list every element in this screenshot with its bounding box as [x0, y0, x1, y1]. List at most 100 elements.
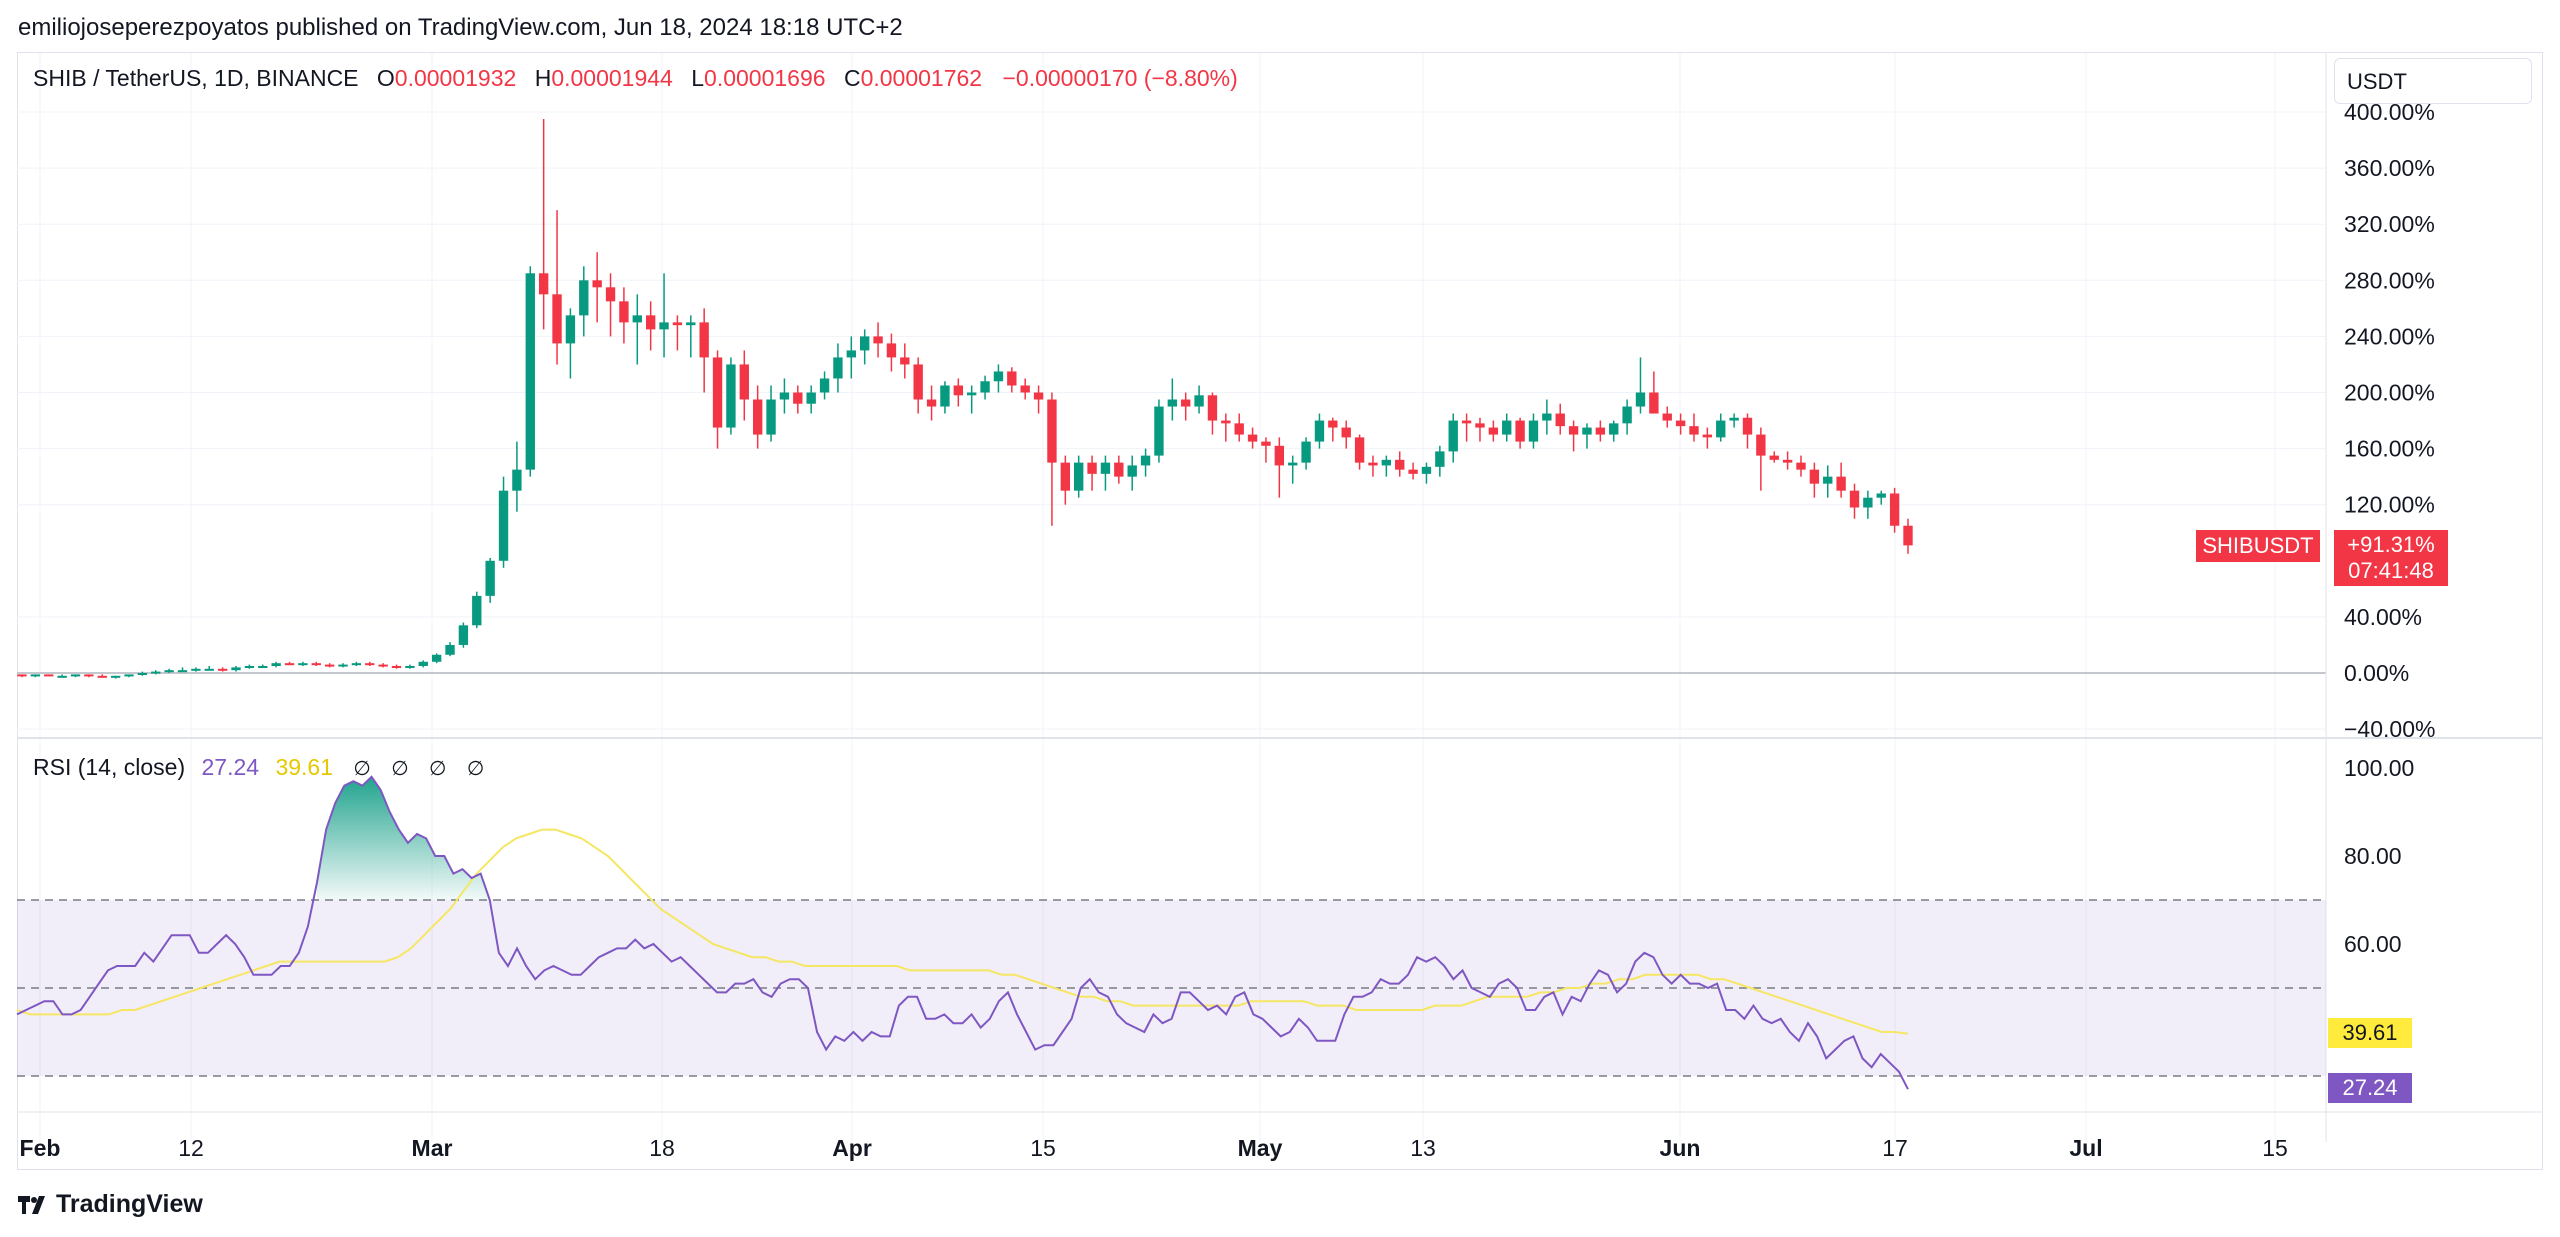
candle-body	[177, 670, 188, 673]
symbol-label[interactable]: SHIB / TetherUS, 1D, BINANCE	[33, 65, 359, 91]
high-value: 0.00001944	[551, 65, 673, 91]
candle-body	[164, 670, 174, 673]
candle-body	[1782, 459, 1793, 463]
candle-body	[1461, 420, 1472, 424]
candle-body	[1127, 465, 1137, 477]
candle-body	[645, 315, 656, 330]
candle-body	[833, 357, 843, 379]
candle-body	[592, 280, 602, 288]
candle-body	[1836, 476, 1846, 491]
y-tick-label: 280.00%	[2344, 267, 2435, 293]
candle-body	[405, 665, 415, 668]
y-axis: 400.00%360.00%320.00%280.00%240.00%200.0…	[2344, 99, 2435, 957]
rsi-ma-line	[16, 828, 1909, 1035]
candle-body	[1074, 462, 1084, 491]
x-tick-label: Feb	[20, 1135, 61, 1161]
candle-body	[1261, 441, 1271, 446]
x-tick-label: Mar	[412, 1135, 453, 1161]
candle-body	[1756, 434, 1766, 456]
y-tick-label: 40.00%	[2344, 604, 2422, 630]
grid	[17, 53, 2543, 1142]
candle-body	[940, 385, 950, 407]
candle-body	[1662, 413, 1672, 421]
candle-body	[659, 322, 669, 330]
candle-body	[191, 668, 201, 671]
candle-body	[1087, 462, 1097, 474]
candle-body	[686, 322, 696, 326]
candle-body	[926, 399, 937, 407]
candle-body	[1555, 413, 1565, 427]
candle-body	[900, 357, 910, 365]
x-axis: Feb 12 Mar 18 Apr 15 May 13 Jun 17 Jul 15	[20, 1135, 2288, 1161]
candle-body	[110, 675, 121, 678]
candle-body	[324, 664, 335, 667]
symbol-price-tag: SHIBUSDT	[2196, 530, 2320, 562]
y-tick-label: 200.00%	[2344, 380, 2435, 406]
candle-body	[1542, 413, 1552, 421]
y-tick-label: 320.00%	[2344, 211, 2435, 237]
candle-body	[137, 673, 148, 675]
empty-value-icon: ∅	[429, 758, 447, 780]
y-tick-label: 160.00%	[2344, 436, 2435, 462]
x-tick-label: 17	[1882, 1135, 1908, 1161]
candle-body	[873, 336, 883, 344]
x-tick-label: 15	[2262, 1135, 2288, 1161]
candle-body	[1502, 420, 1512, 435]
candle-body	[552, 294, 562, 344]
candle-body	[1181, 399, 1191, 407]
candle-body	[485, 560, 495, 596]
empty-value-icon: ∅	[466, 758, 485, 780]
candle-body	[1274, 445, 1285, 466]
tradingview-logo[interactable]: TradingView	[18, 1190, 203, 1219]
empty-value-icon: ∅	[391, 758, 409, 780]
rsi-y-tick-label: 80.00	[2344, 843, 2402, 869]
candle-body	[1515, 420, 1525, 442]
candle-body	[1314, 420, 1325, 442]
candle-body	[284, 663, 295, 666]
candle-body	[1809, 469, 1820, 484]
candle-body	[1007, 371, 1017, 386]
rsi-y-tick-label: 60.00	[2344, 931, 2402, 957]
rsi-title[interactable]: RSI (14, close)	[33, 754, 186, 780]
x-tick-label: 15	[1030, 1135, 1056, 1161]
candle-body	[338, 664, 348, 667]
candle-body	[1635, 392, 1646, 407]
candle-body	[298, 663, 308, 666]
candle-body	[244, 665, 255, 668]
candle-body	[1769, 455, 1779, 460]
candle-body	[1328, 420, 1338, 428]
candle-body	[1207, 395, 1218, 421]
candle-body	[1622, 406, 1632, 424]
high-key: H	[534, 65, 552, 91]
candle-body	[311, 663, 321, 666]
candle-body	[632, 315, 642, 323]
candle-body	[1675, 420, 1686, 427]
candle-body	[1796, 462, 1806, 470]
empty-value-icon: ∅	[353, 758, 371, 780]
y-tick-label: 240.00%	[2344, 323, 2435, 349]
candle-body	[84, 674, 94, 677]
candle-body	[30, 674, 41, 677]
x-tick-label: 18	[649, 1135, 675, 1161]
candle-body	[1020, 385, 1030, 393]
candle-body	[1341, 427, 1351, 438]
candle-body	[1114, 462, 1124, 477]
candle-body	[1716, 420, 1726, 438]
candle-body	[565, 315, 576, 344]
candle-body	[1354, 437, 1365, 463]
x-tick-label: May	[1238, 1135, 1283, 1161]
candle-body	[1060, 462, 1071, 491]
candle-body	[1702, 434, 1713, 438]
candle-body	[1889, 493, 1900, 526]
candle-body	[124, 674, 134, 677]
currency-selector[interactable]: USDT	[2334, 58, 2532, 104]
candle-body	[752, 399, 763, 435]
candle-body	[231, 667, 241, 671]
x-tick-label: Jun	[1660, 1135, 1701, 1161]
change-value: −0.00000170 (−8.80%)	[1002, 65, 1238, 91]
rsi-ma-axis-tag: 39.61	[2328, 1018, 2412, 1048]
candle-body	[351, 663, 362, 666]
x-tick-label: Apr	[832, 1135, 872, 1161]
candle-body	[1381, 459, 1392, 466]
